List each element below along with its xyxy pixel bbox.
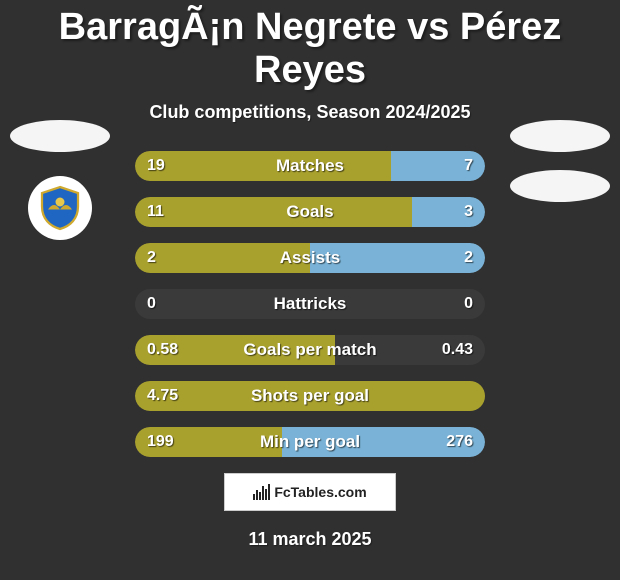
stat-label: Shots per goal bbox=[135, 381, 485, 411]
stat-row: 22Assists bbox=[135, 243, 485, 273]
stat-row: 0.580.43Goals per match bbox=[135, 335, 485, 365]
page-subtitle: Club competitions, Season 2024/2025 bbox=[0, 102, 620, 123]
placeholder-oval-right-top bbox=[510, 120, 610, 152]
stat-label: Min per goal bbox=[135, 427, 485, 457]
stat-label: Hattricks bbox=[135, 289, 485, 319]
placeholder-oval-right-bottom bbox=[510, 170, 610, 202]
stat-label: Goals bbox=[135, 197, 485, 227]
footer-date: 11 march 2025 bbox=[0, 529, 620, 550]
stat-row: 197Matches bbox=[135, 151, 485, 181]
stat-row: 199276Min per goal bbox=[135, 427, 485, 457]
stat-row: 00Hattricks bbox=[135, 289, 485, 319]
placeholder-oval-left bbox=[10, 120, 110, 152]
club-crest-left bbox=[28, 176, 92, 240]
barchart-icon bbox=[253, 484, 270, 500]
stat-label: Matches bbox=[135, 151, 485, 181]
page-title: BarragÃ¡n Negrete vs Pérez Reyes bbox=[0, 0, 620, 92]
brand-label: FcTables.com bbox=[274, 484, 366, 500]
stats-container: 197Matches 113Goals 22Assists 00Hattricks 0.… bbox=[135, 151, 485, 457]
stat-label: Assists bbox=[135, 243, 485, 273]
brand-box[interactable]: FcTables.com bbox=[224, 473, 396, 511]
stat-row: 4.75Shots per goal bbox=[135, 381, 485, 411]
stat-label: Goals per match bbox=[135, 335, 485, 365]
shield-icon bbox=[36, 184, 84, 232]
stat-row: 113Goals bbox=[135, 197, 485, 227]
